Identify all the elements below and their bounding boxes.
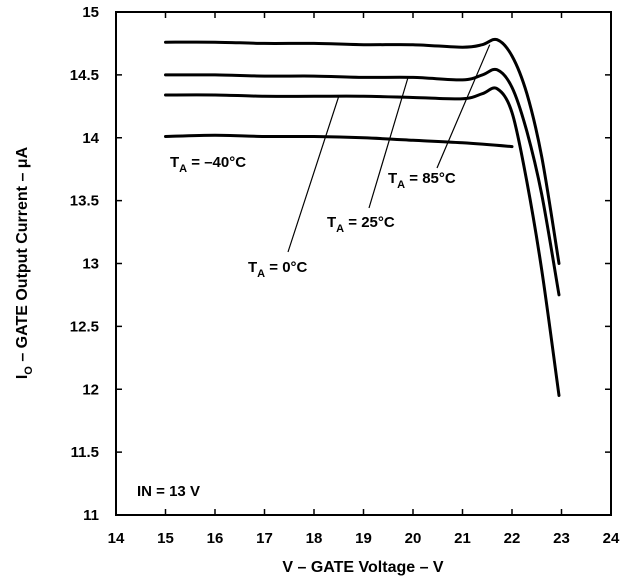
series-labels: TA = 85°C TA = 25°C TA = 0°C TA = –40°C bbox=[170, 154, 456, 280]
x-tick-label: 17 bbox=[256, 530, 273, 547]
plot-frame bbox=[115, 11, 612, 516]
leader-line bbox=[368, 77, 409, 209]
series-85c-line bbox=[164, 37, 561, 265]
series-0c-line bbox=[164, 86, 561, 397]
y-tick-label: 12 bbox=[82, 381, 99, 398]
y-tick-label: 14 bbox=[82, 130, 99, 147]
y-tick-label: 11.5 bbox=[71, 444, 99, 461]
y-axis-title: IO – GATE Output Current – μA bbox=[14, 146, 35, 379]
x-axis-title: V – GATE Voltage – V bbox=[282, 559, 444, 576]
y-tick-label: 13 bbox=[82, 256, 99, 273]
x-tick-label: 22 bbox=[504, 530, 521, 547]
x-tick-label: 20 bbox=[405, 530, 422, 547]
label-25c: TA = 25°C bbox=[327, 214, 395, 235]
y-tick-label: 14.5 bbox=[70, 67, 99, 84]
x-tick-label: 14 bbox=[108, 530, 125, 547]
y-tick-label: 11 bbox=[83, 507, 99, 524]
series-lines bbox=[164, 37, 561, 397]
label-0c: TA = 0°C bbox=[248, 259, 308, 280]
x-tick-label: 18 bbox=[306, 530, 323, 547]
y-tick-label: 12.5 bbox=[70, 318, 99, 335]
x-tick-label: 24 bbox=[603, 530, 620, 547]
label-minus40c: TA = –40°C bbox=[170, 154, 246, 175]
annotation-in-voltage: IN = 13 V bbox=[137, 483, 200, 500]
leader-line bbox=[436, 44, 491, 169]
series-minus40c-line bbox=[164, 133, 514, 149]
x-tick-label: 16 bbox=[207, 530, 224, 547]
ticks: 14 15 16 17 18 19 20 21 22 23 24 11 11.5 12 12.5 13 13.5… bbox=[70, 4, 620, 547]
x-tick-label: 15 bbox=[157, 530, 174, 547]
y-tick-label: 13.5 bbox=[70, 193, 99, 210]
leader-line bbox=[287, 96, 340, 253]
label-leader-lines bbox=[287, 44, 491, 253]
y-tick-label: 15 bbox=[82, 4, 99, 21]
label-85c: TA = 85°C bbox=[388, 170, 456, 191]
x-tick-label: 21 bbox=[454, 530, 471, 547]
x-tick-label: 19 bbox=[355, 530, 372, 547]
series-25c-line bbox=[164, 67, 561, 297]
x-tick-label: 23 bbox=[553, 530, 570, 547]
